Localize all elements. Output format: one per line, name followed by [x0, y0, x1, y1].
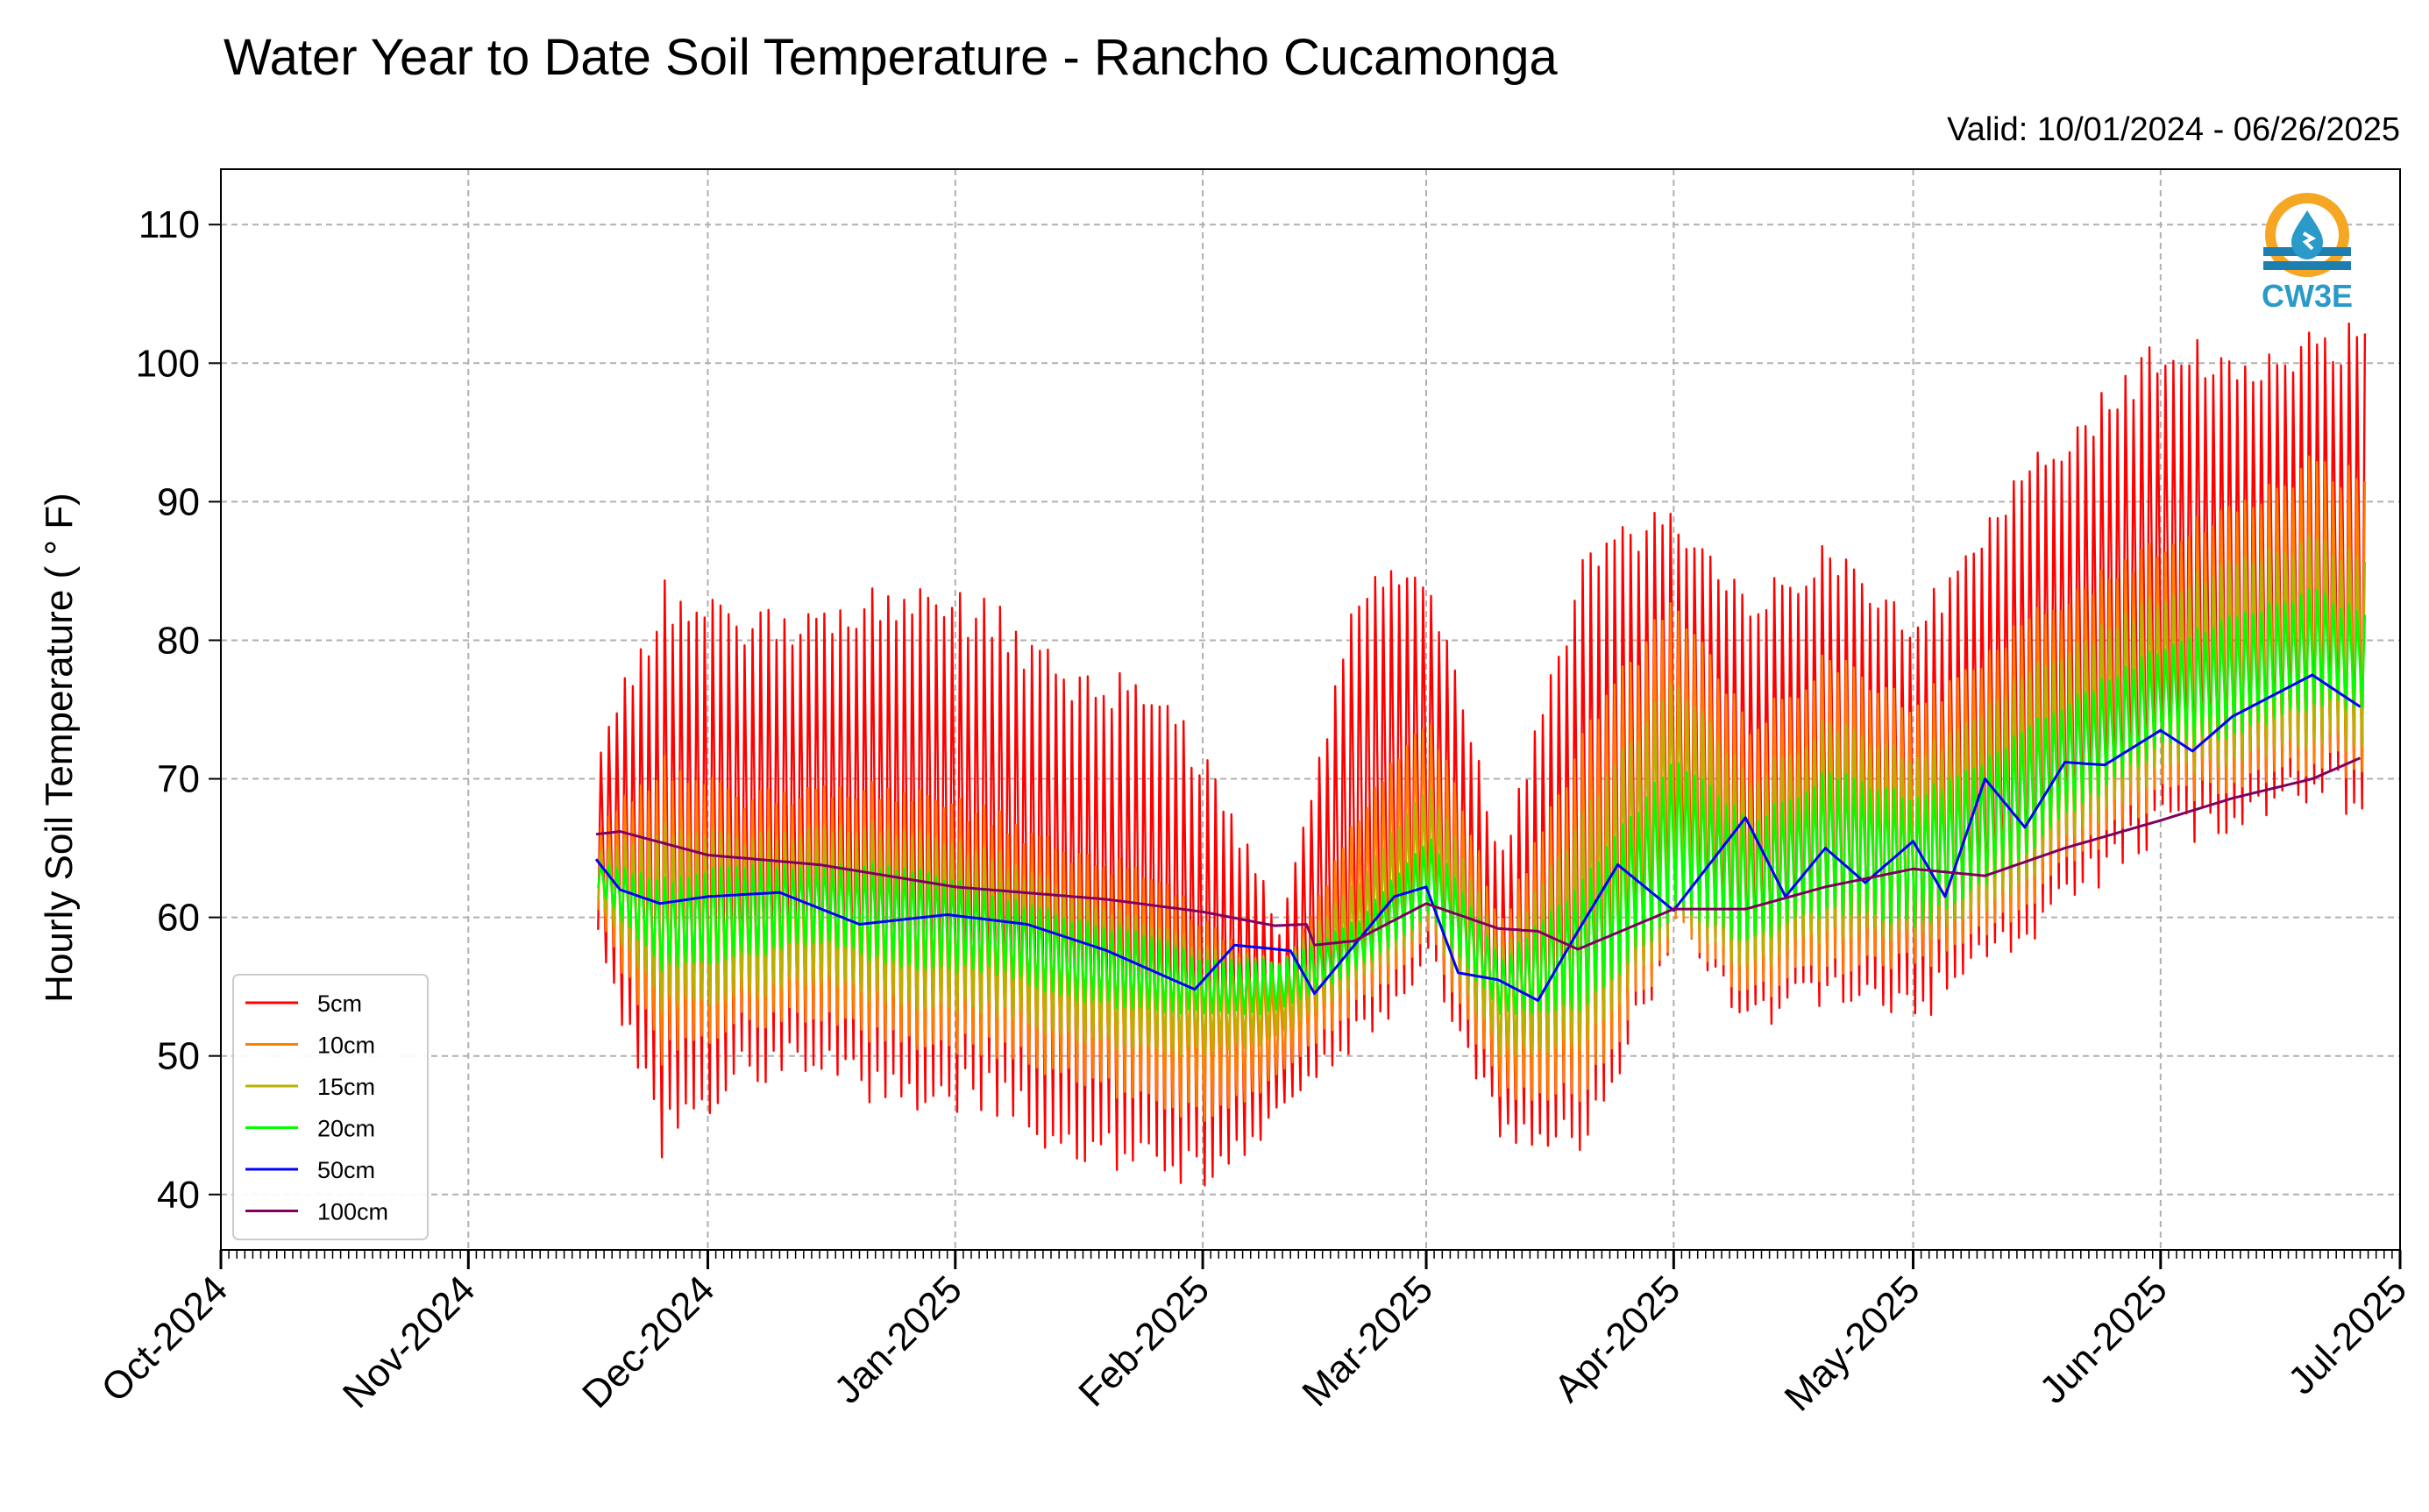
x-tick-label: Jun-2025 [2031, 1267, 2175, 1411]
x-tick-label: May-2025 [1777, 1267, 1928, 1419]
legend: 5cm 10cm 15cm 20cm 50cm 100cm [232, 974, 429, 1240]
y-tick-label: 70 [157, 758, 200, 801]
legend-label-5cm: 5cm [317, 990, 362, 1017]
plot-area [594, 322, 2367, 1187]
legend-label-10cm: 10cm [317, 1033, 375, 1059]
legend-label-50cm: 50cm [317, 1157, 375, 1183]
legend-label-20cm: 20cm [317, 1116, 375, 1142]
x-tick-label: Dec-2024 [574, 1267, 723, 1416]
cw3e-logo: CW3E [2262, 193, 2353, 314]
legend-box [232, 974, 429, 1240]
y-axis-label: Hourly Soil Temperature ( ° F) [38, 493, 81, 1003]
y-tick-label: 80 [157, 619, 200, 662]
chart-subtitle: Valid: 10/01/2024 - 06/26/2025 [1947, 111, 2400, 148]
x-tick-label: Jan-2025 [826, 1267, 969, 1411]
chart-title: Water Year to Date Soil Temperature - Ra… [224, 29, 1558, 86]
y-tick-label: 90 [157, 480, 200, 523]
series-line-100cm [595, 756, 2362, 951]
x-minor-ticks [220, 1250, 2401, 1259]
x-tick-label: Jul-2025 [2280, 1267, 2415, 1402]
y-tick-label: 40 [157, 1174, 200, 1217]
y-tick-label: 100 [136, 342, 200, 385]
x-tick-label: Mar-2025 [1294, 1267, 1441, 1415]
legend-label-15cm: 15cm [317, 1074, 375, 1100]
y-tick-label: 50 [157, 1035, 200, 1078]
plot-frame [220, 168, 2401, 1251]
x-tick-label: Apr-2025 [1546, 1267, 1689, 1410]
series-line-50cm [594, 673, 2362, 1002]
series-line-20cm [597, 588, 2367, 1016]
x-tick-label: Oct-2024 [93, 1267, 236, 1410]
y-tick-label: 60 [157, 897, 200, 940]
x-tick-label: Feb-2025 [1070, 1267, 1218, 1415]
y-tick-label: 110 [138, 203, 200, 246]
legend-label-100cm: 100cm [317, 1199, 388, 1225]
x-tick-label: Nov-2024 [335, 1267, 484, 1416]
logo-text: CW3E [2262, 278, 2353, 314]
